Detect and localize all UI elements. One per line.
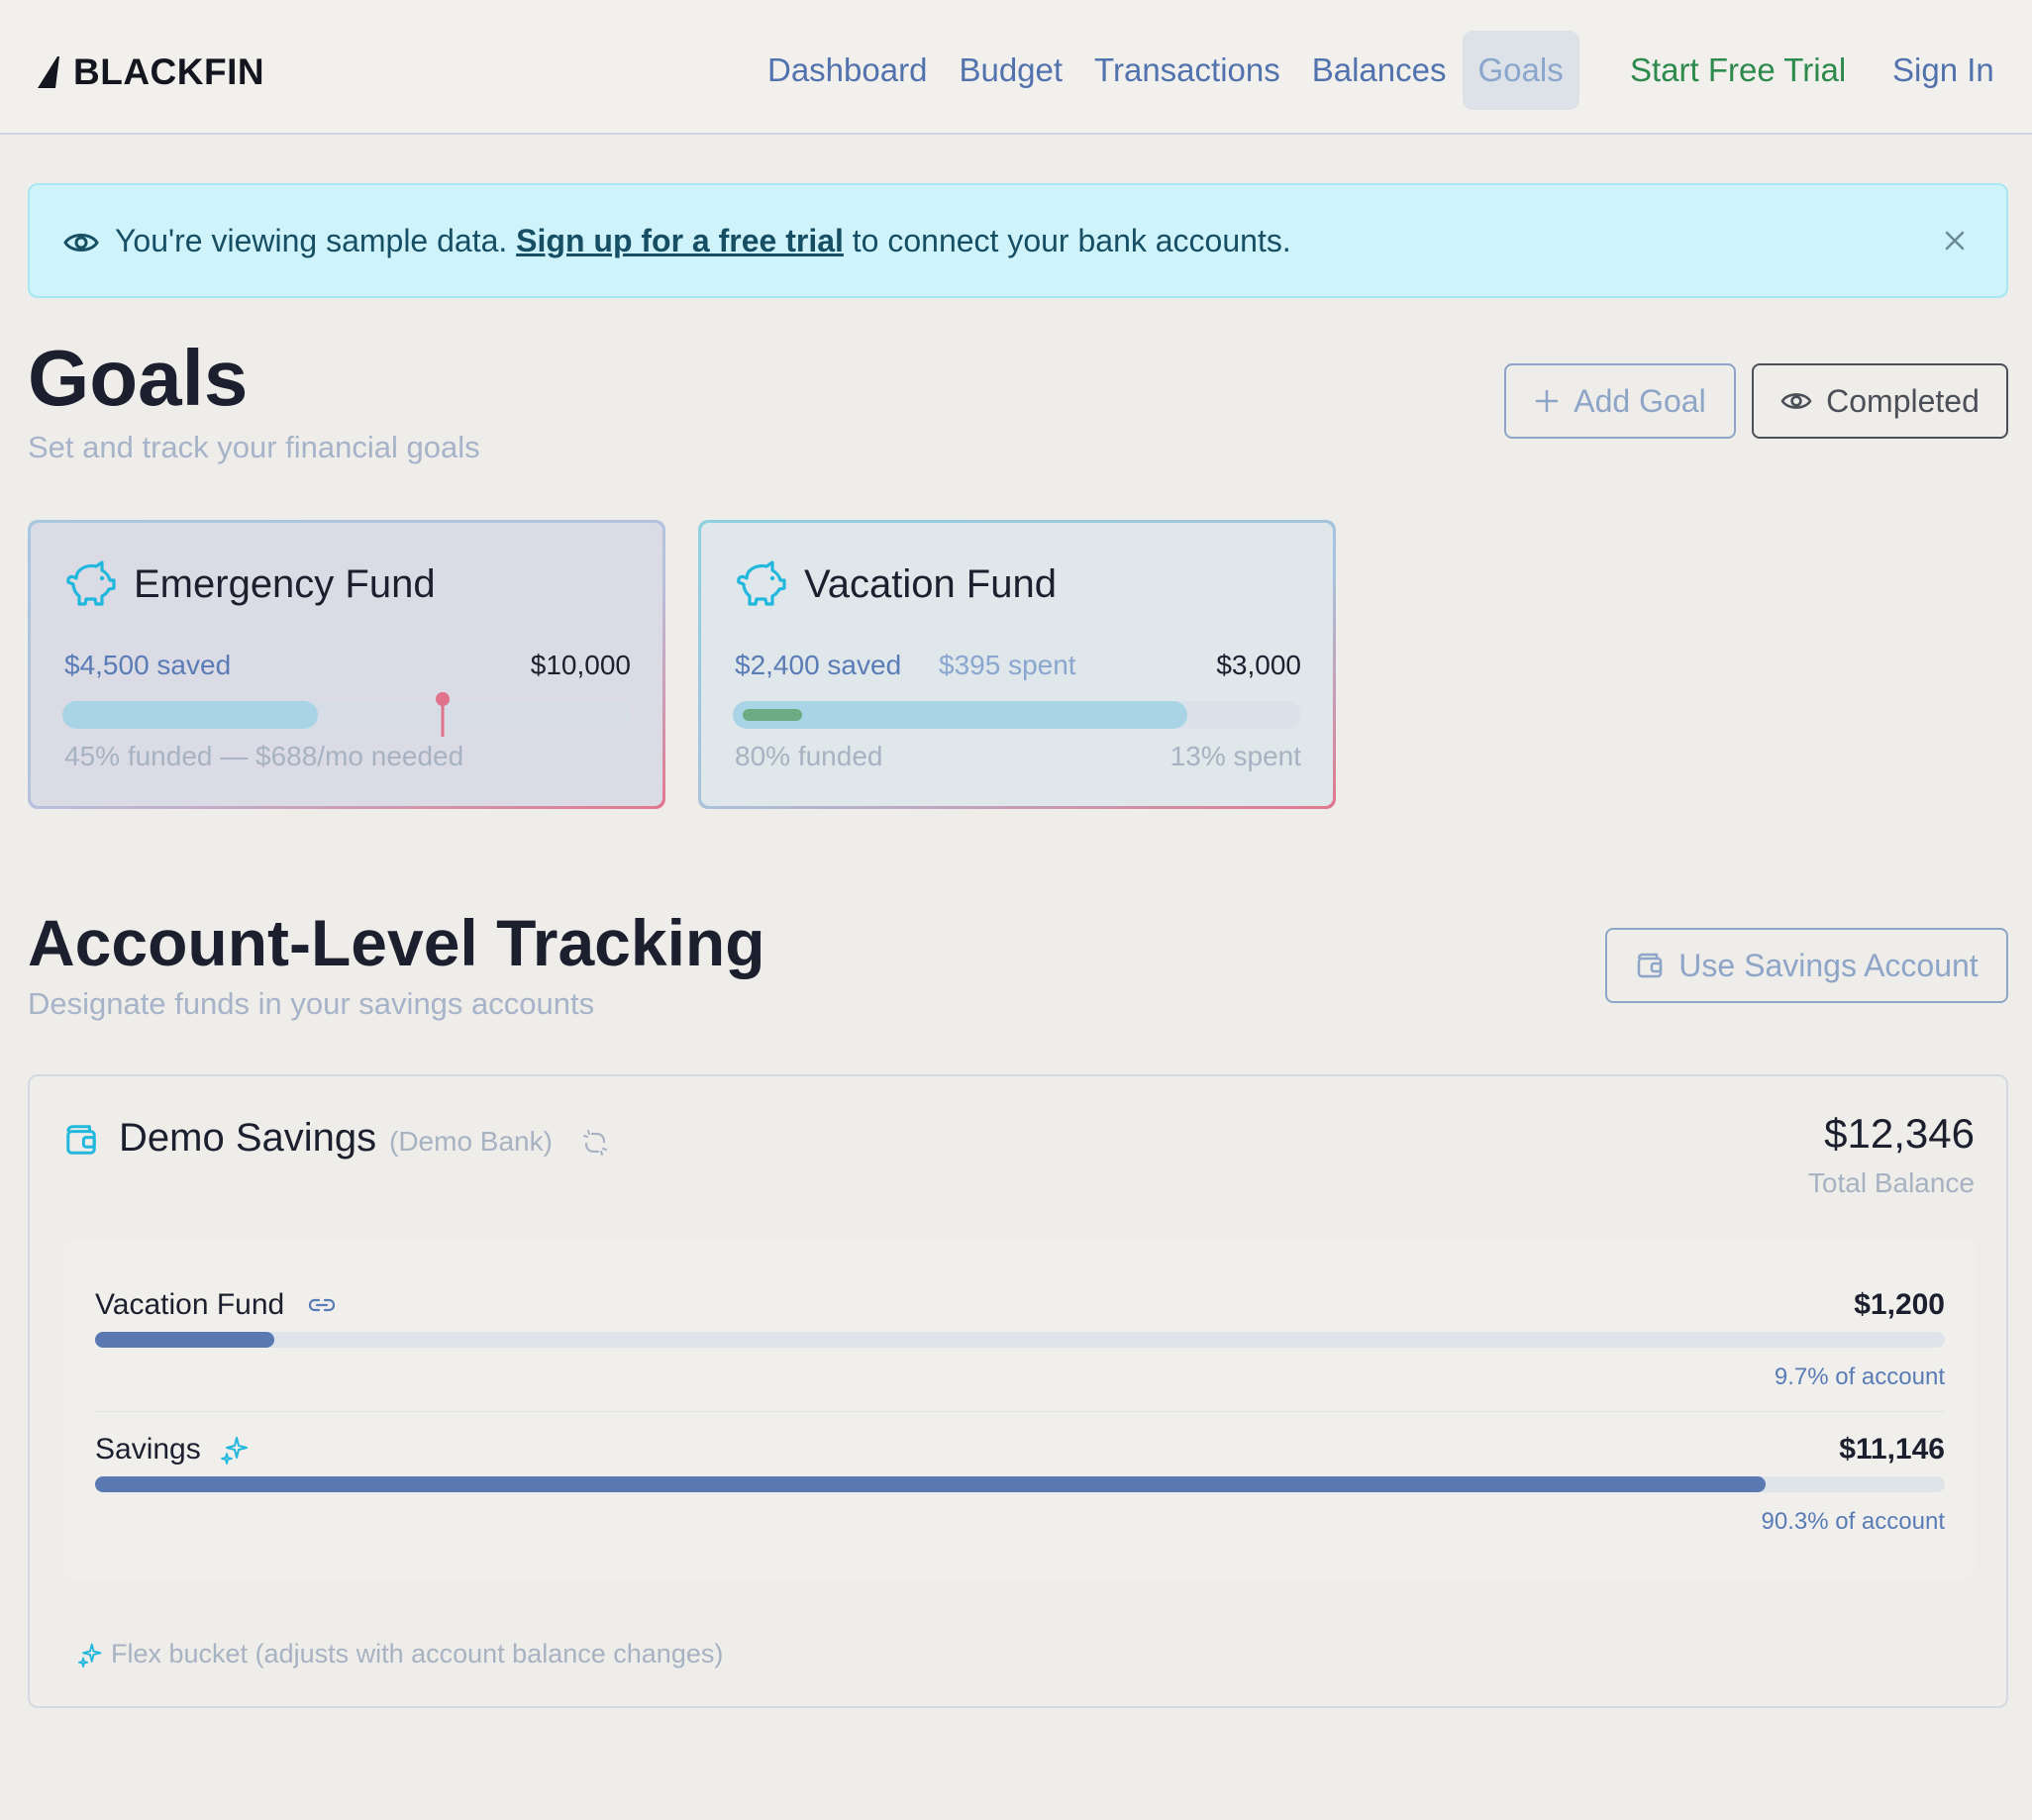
target-pace-marker xyxy=(436,692,450,737)
piggy-bank-icon xyxy=(737,560,786,606)
bucket-progress-track xyxy=(95,1476,1945,1492)
goal-progress-fill xyxy=(733,701,1188,729)
banner-suffix: to connect your bank accounts. xyxy=(843,223,1291,258)
bucket-progress-track xyxy=(95,1332,1945,1348)
piggy-bank-icon xyxy=(66,560,116,606)
goal-card-vacation-fund[interactable]: Vacation Fund $2,400 saved $395 spent $3… xyxy=(698,520,1336,809)
plus-icon xyxy=(1536,389,1559,413)
goal-funded-status: 80% funded xyxy=(735,741,883,771)
free-trial-link[interactable]: Sign up for a free trial xyxy=(516,223,844,258)
bucket-divider xyxy=(95,1411,1945,1412)
main-nav: Dashboard Budget Transactions Balances G… xyxy=(752,31,1579,110)
brand-name: BLACKFIN xyxy=(73,51,265,92)
account-bank: (Demo Bank) xyxy=(389,1126,553,1157)
goal-spent-status: 13% spent xyxy=(1169,741,1301,771)
wallet-icon xyxy=(66,1125,96,1155)
nav-dashboard[interactable]: Dashboard xyxy=(767,51,928,88)
bucket-percent: 90.3% of account xyxy=(1761,1508,1945,1535)
nav-budget[interactable]: Budget xyxy=(959,51,1064,88)
wallet-icon xyxy=(1638,953,1663,978)
eye-icon xyxy=(63,234,99,252)
use-savings-account-button[interactable]: Use Savings Account xyxy=(1605,928,2008,1003)
completed-label: Completed xyxy=(1826,382,1980,419)
goal-card-emergency-fund[interactable]: Emergency Fund $4,500 saved $10,000 45% … xyxy=(28,520,665,809)
bucket-progress-fill xyxy=(95,1332,275,1348)
bucket-percent: 9.7% of account xyxy=(1774,1364,1945,1390)
banner-message: You're viewing sample data. Sign up for … xyxy=(115,223,1291,259)
goal-saved-amount: $4,500 saved xyxy=(64,650,232,680)
banner-prefix: You're viewing sample data. xyxy=(115,223,517,258)
close-icon[interactable] xyxy=(1939,225,1971,256)
sparkles-icon xyxy=(221,1437,248,1465)
goal-progress-track xyxy=(733,701,1301,729)
account-card: Demo Savings (Demo Bank) $12,346 Total B… xyxy=(28,1074,2008,1708)
bucket-list: Vacation Fund $1,200 9.7% of account Sav… xyxy=(63,1239,1975,1579)
nav-balances[interactable]: Balances xyxy=(1311,51,1447,88)
start-free-trial-link[interactable]: Start Free Trial xyxy=(1630,51,1847,88)
sign-in-link[interactable]: Sign In xyxy=(1892,51,1994,88)
goal-name: Emergency Fund xyxy=(134,562,436,606)
total-balance-label: Total Balance xyxy=(1807,1167,1975,1198)
bucket-amount: $11,146 xyxy=(1839,1433,1945,1466)
link-icon xyxy=(308,1298,336,1312)
use-savings-account-label: Use Savings Account xyxy=(1678,947,1979,983)
sparkles-icon xyxy=(77,1643,102,1668)
goal-spent-amount: $395 spent xyxy=(939,650,1076,680)
sample-data-banner: You're viewing sample data. Sign up for … xyxy=(28,183,2008,298)
flex-bucket-note-text: Flex bucket (adjusts with account balanc… xyxy=(111,1639,724,1668)
bucket-name: Savings xyxy=(95,1433,201,1466)
eye-icon xyxy=(1780,393,1812,409)
brand-logo[interactable]: BLACKFIN xyxy=(36,51,264,93)
goal-progress-fill xyxy=(62,701,319,729)
bucket-amount: $1,200 xyxy=(1854,1288,1945,1321)
account-total-balance: $12,346 xyxy=(1824,1110,1975,1157)
goal-funded-status: 45% funded — $688/mo needed xyxy=(64,741,464,771)
goal-name: Vacation Fund xyxy=(804,562,1057,606)
page-title: Goals xyxy=(28,334,249,422)
fin-logo-icon xyxy=(38,56,59,88)
bucket-row-savings[interactable]: Savings $11,146 90.3% of account xyxy=(95,1433,1945,1552)
flex-bucket-note: Flex bucket (adjusts with account balanc… xyxy=(77,1639,723,1669)
bucket-progress-fill xyxy=(95,1476,1766,1492)
section-title: Account-Level Tracking xyxy=(28,906,765,979)
top-navbar: BLACKFIN Dashboard Budget Transactions B… xyxy=(0,0,2032,135)
account-name: Demo Savings xyxy=(119,1116,377,1160)
nav-goals[interactable]: Goals xyxy=(1462,31,1579,110)
goal-spent-fill xyxy=(743,709,802,721)
goal-progress-track xyxy=(62,692,631,737)
section-subtitle: Designate funds in your savings accounts xyxy=(28,986,595,1021)
page-subtitle: Set and track your financial goals xyxy=(28,430,480,464)
add-goal-button[interactable]: Add Goal xyxy=(1504,363,1736,439)
completed-button[interactable]: Completed xyxy=(1752,363,2008,439)
goal-target-amount: $3,000 xyxy=(1216,650,1301,680)
unlink-icon[interactable] xyxy=(580,1128,610,1158)
nav-transactions[interactable]: Transactions xyxy=(1094,51,1280,88)
goal-saved-amount: $2,400 saved xyxy=(735,650,902,680)
bucket-name: Vacation Fund xyxy=(95,1288,285,1321)
add-goal-label: Add Goal xyxy=(1574,382,1706,419)
bucket-row-vacation-fund[interactable]: Vacation Fund $1,200 9.7% of account xyxy=(95,1288,1945,1407)
goal-target-amount: $10,000 xyxy=(530,650,631,680)
